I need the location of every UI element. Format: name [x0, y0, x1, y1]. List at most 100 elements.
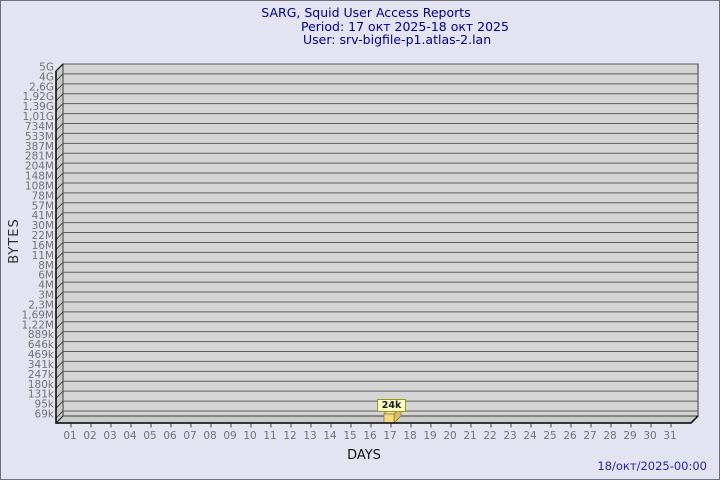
y-tick-label: 8M: [38, 260, 54, 272]
axis-bottom-corner: [55, 415, 64, 424]
x-tick-label: 21: [463, 430, 476, 442]
y-tick-label: 341k: [28, 359, 55, 371]
chart-title: SARG, Squid User Access Reports: [261, 5, 471, 20]
y-tick-label: 69k: [35, 409, 55, 421]
plot-area: [62, 63, 699, 417]
y-tick-label: 387M: [25, 141, 54, 153]
axis-top-corner: [55, 63, 64, 72]
x-tick-label: 08: [203, 430, 216, 442]
y-tick-label: 180k: [28, 379, 55, 391]
y-tick: [55, 351, 64, 359]
y-tick-label: 889k: [28, 329, 55, 341]
y-tick-label: 1,39G: [22, 101, 54, 113]
y-tick: [55, 242, 64, 250]
report-timestamp: 18/окт/2025-00:00: [597, 459, 707, 473]
x-tick-label: 02: [83, 430, 96, 442]
y-tick: [55, 380, 64, 389]
y-tick: [55, 232, 64, 240]
y-tick-label: 247k: [28, 369, 55, 381]
y-tick-label: 57M: [32, 200, 54, 212]
x-tick-label: 30: [643, 430, 656, 442]
y-tick: [55, 212, 64, 221]
y-tick: [55, 331, 64, 340]
y-tick-label: 11M: [32, 250, 54, 262]
y-tick-label: 131k: [28, 389, 55, 401]
y-tick-label: 148M: [25, 171, 54, 183]
chart-period: Period: 17 окт 2025-18 окт 2025: [301, 18, 509, 34]
x-tick-label: 29: [623, 430, 636, 442]
bar-front: [383, 413, 395, 424]
x-tick-label: 14: [323, 430, 337, 442]
y-tick-label: 2,3M: [28, 299, 54, 311]
axis-frame: [55, 71, 699, 424]
bar-value-label: 24k: [377, 399, 406, 412]
y-tick-label: 41M: [32, 210, 54, 222]
x-tick-label: 23: [503, 430, 516, 442]
y-tick-label: 78M: [32, 190, 54, 202]
y-tick-label: 1,92G: [22, 91, 54, 103]
y-tick-label: 533M: [25, 131, 54, 143]
y-tick: [55, 172, 64, 181]
x-tick-label: 01: [63, 430, 76, 442]
x-tick-label: 19: [423, 430, 436, 442]
x-tick-label: 12: [283, 430, 296, 442]
y-tick: [55, 133, 64, 141]
y-tick: [55, 182, 64, 191]
y-tick-label: 646k: [28, 339, 55, 351]
y-tick-label: 5G: [39, 62, 54, 74]
y-tick: [55, 152, 64, 161]
y-tick: [55, 162, 64, 171]
chart-user: User: srv-bigfile-p1.atlas-2.lan: [303, 31, 492, 47]
x-tick-label: 10: [243, 430, 256, 442]
y-tick: [55, 291, 64, 300]
x-tick-label: 05: [143, 430, 156, 442]
y-tick: [55, 142, 64, 151]
y-tick-label: 108M: [25, 180, 54, 192]
y-tick: [55, 73, 64, 82]
y-tick-label: 1,22M: [22, 319, 54, 331]
y-tick-label: 6M: [38, 270, 54, 282]
y-tick-label: 2,6G: [29, 81, 54, 93]
x-tick-label: 03: [103, 430, 116, 442]
y-tick-label: 469k: [28, 349, 55, 361]
y-tick-label: 281M: [25, 151, 54, 163]
x-tick-label: 18: [403, 430, 416, 442]
x-tick-label: 22: [483, 430, 496, 442]
y-tick: [55, 321, 64, 330]
x-tick-label: 13: [303, 430, 316, 442]
x-tick-label: 24: [523, 430, 537, 442]
y-axis-title: BYTES: [7, 218, 22, 264]
x-tick-label: 26: [563, 430, 577, 442]
x-tick-label: 04: [123, 430, 137, 442]
x-tick-label: 15: [343, 430, 356, 442]
y-tick: [55, 113, 64, 121]
y-tick-label: 22M: [32, 230, 54, 242]
y-tick: [55, 271, 64, 280]
y-tick: [55, 311, 64, 320]
y-tick: [55, 301, 64, 310]
y-tick-label: 204M: [25, 161, 54, 173]
y-tick: [55, 370, 64, 379]
y-tick: [55, 93, 64, 102]
y-tick: [55, 222, 64, 230]
y-tick-label: 734M: [25, 121, 54, 133]
x-tick-label: 25: [543, 430, 556, 442]
y-tick: [55, 400, 64, 409]
x-tick-label: 31: [663, 430, 676, 442]
y-tick: [55, 192, 64, 201]
y-tick-label: 30M: [32, 220, 54, 232]
y-tick-label: 16M: [32, 240, 54, 252]
y-tick-label: 4M: [38, 280, 54, 292]
y-tick-label: 95k: [35, 399, 55, 411]
x-tick-label: 11: [263, 430, 276, 442]
x-tick-label: 28: [603, 430, 616, 442]
x-tick-label: 16: [363, 430, 377, 442]
x-tick-label: 27: [583, 430, 596, 442]
x-tick-label: 07: [183, 430, 196, 442]
y-tick: [55, 202, 64, 211]
y-tick: [55, 390, 64, 399]
y-tick: [55, 261, 64, 270]
y-tick: [55, 410, 64, 419]
y-tick: [55, 83, 64, 92]
